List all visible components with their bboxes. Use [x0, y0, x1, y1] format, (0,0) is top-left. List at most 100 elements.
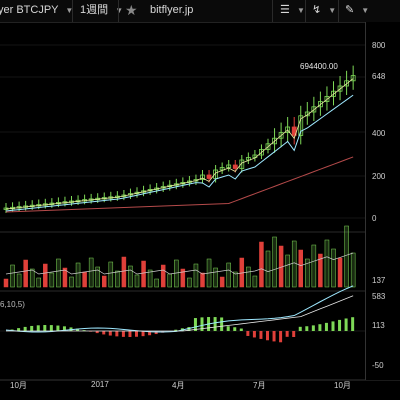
volume-bar	[167, 273, 172, 288]
macd-histogram-bar	[193, 318, 197, 331]
macd-histogram-bar	[62, 326, 66, 331]
candle-body	[350, 75, 356, 82]
chevron-down-icon: ▼	[115, 6, 124, 15]
interval-label: 1週間	[80, 4, 109, 16]
candle-body	[331, 90, 336, 97]
macd-histogram-bar	[56, 325, 60, 331]
candle-body	[285, 126, 291, 133]
candle-body	[226, 164, 232, 168]
volume-bar	[331, 248, 336, 288]
volume-bar	[108, 261, 114, 288]
macd-axis-tick: 583	[372, 292, 386, 301]
price-axis-tick: 648	[372, 72, 386, 81]
volume-bar	[49, 272, 55, 288]
candle-body	[245, 157, 251, 161]
toolbar-divider	[338, 0, 339, 22]
moving-average-slow	[5, 156, 354, 213]
macd-histogram-bar	[331, 321, 335, 331]
macd-histogram-bar	[128, 331, 132, 337]
macd-histogram-bar	[351, 317, 355, 331]
volume-bar	[193, 263, 199, 288]
last-price-label: 694400.00	[300, 62, 338, 71]
x-axis-label: 2017	[91, 380, 109, 389]
price-axis[interactable]	[365, 22, 400, 380]
chevron-down-icon: ▼	[361, 6, 370, 15]
macd-histogram-bar	[154, 331, 158, 335]
price-axis-tick: 800	[372, 41, 386, 50]
macd-histogram-bar	[213, 317, 217, 331]
volume-bar	[75, 262, 81, 288]
macd-histogram-bar	[17, 328, 21, 331]
macd-histogram-bar	[259, 331, 263, 339]
volume-bar	[82, 271, 87, 288]
volume-bar	[200, 272, 205, 288]
volume-bar	[272, 236, 277, 288]
price-axis-tick: 400	[372, 129, 386, 138]
volume-bar	[259, 241, 264, 288]
volume-average-line	[5, 252, 354, 275]
macd-histogram-bar	[148, 331, 152, 336]
volume-bar	[3, 278, 9, 288]
volume-bar	[154, 278, 159, 288]
star-icon[interactable]: ★	[125, 2, 138, 18]
compare-button[interactable]: ☰ ▼	[280, 0, 305, 22]
moving-average-fast	[5, 94, 354, 212]
macd-signal-line	[6, 295, 354, 332]
macd-params-label: 6,10,5)	[0, 300, 25, 309]
price-axis-tick: 200	[372, 172, 386, 181]
macd-histogram-bar	[311, 325, 315, 331]
volume-bar	[69, 276, 74, 288]
volume-bar	[311, 244, 317, 288]
macd-histogram-bar	[115, 331, 119, 337]
macd-histogram-bar	[246, 331, 250, 336]
symbol-selector[interactable]: yer BTCJPY ▼	[0, 0, 73, 22]
macd-line	[5, 285, 354, 333]
macd-histogram-bar	[324, 322, 328, 331]
volume-bar	[128, 265, 133, 288]
chevron-down-icon: ▼	[65, 6, 74, 15]
price-axis-tick: 0	[372, 214, 377, 223]
candle-body	[317, 101, 323, 108]
macd-histogram-bar	[135, 331, 138, 337]
macd-histogram-bar	[252, 331, 256, 338]
indicator-button[interactable]: ↯ ▼	[312, 0, 336, 22]
macd-histogram-bar	[95, 331, 99, 334]
volume-axis-tick: 137	[372, 276, 386, 285]
drawing-button[interactable]: ✎ ▼	[345, 0, 369, 22]
volume-bar	[62, 267, 68, 288]
macd-histogram-bar	[344, 318, 348, 331]
volume-bar	[246, 266, 251, 288]
candle-body	[232, 164, 238, 169]
volume-bar	[265, 250, 271, 288]
volume-bar	[344, 225, 349, 288]
volume-bar	[29, 268, 35, 288]
macd-histogram-bar	[76, 328, 80, 331]
volume-bar	[233, 271, 238, 288]
macd-histogram-bar	[102, 331, 106, 335]
candle-body	[324, 96, 330, 103]
macd-histogram-bar	[272, 331, 276, 342]
candle-body	[259, 148, 264, 156]
volume-bar	[95, 266, 100, 288]
candle-body	[265, 143, 271, 150]
volume-bar	[285, 254, 290, 288]
macd-histogram-bar	[226, 326, 230, 331]
x-axis-label: 4月	[172, 381, 185, 390]
pencil-icon: ✎	[345, 4, 355, 16]
volume-bar	[252, 275, 258, 288]
volume-bar	[226, 262, 231, 288]
interval-selector[interactable]: 1週間 ▼	[80, 0, 123, 22]
toolbar-divider	[272, 0, 273, 22]
macd-axis-tick: 113	[372, 321, 385, 330]
toolbar-divider	[305, 0, 306, 22]
macd-histogram-bar	[279, 331, 283, 343]
volume-bar	[324, 239, 330, 288]
x-axis-label: 7月	[253, 381, 266, 390]
x-axis-label: 10月	[334, 381, 351, 390]
volume-bar	[36, 277, 41, 288]
volume-bar	[56, 258, 61, 288]
macd-histogram-bar	[174, 329, 178, 331]
volume-bar	[213, 267, 218, 288]
candle-body	[193, 179, 199, 182]
